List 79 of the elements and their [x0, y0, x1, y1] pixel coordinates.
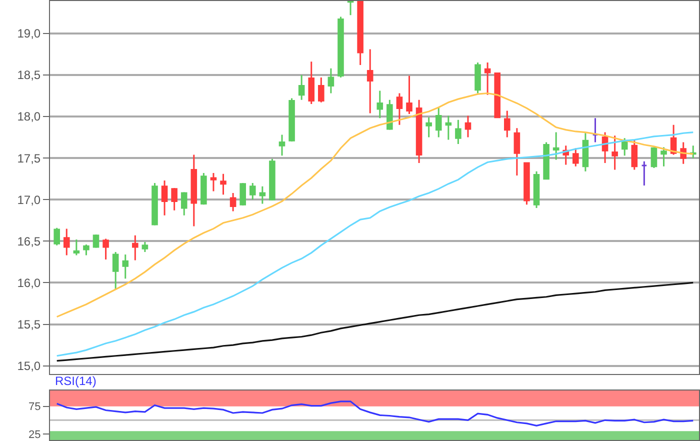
candlestick — [650, 146, 658, 169]
candlestick — [524, 162, 530, 206]
candlestick — [406, 75, 412, 115]
candlestick — [318, 76, 324, 104]
candlestick — [308, 60, 315, 105]
candlestick — [240, 182, 246, 206]
candlestick — [504, 110, 510, 138]
y-tick-label: 25 — [28, 428, 41, 441]
candlestick — [171, 187, 178, 212]
candlestick — [543, 142, 550, 180]
candlestick — [298, 74, 305, 101]
y-tick-label: 17,0 — [17, 192, 41, 207]
candlestick — [347, 1, 354, 16]
candlestick — [582, 132, 589, 172]
candlestick — [73, 238, 80, 256]
candlestick — [278, 134, 286, 156]
candlestick — [142, 241, 148, 253]
y-tick-label: 16,0 — [17, 276, 41, 290]
candlestick — [376, 90, 384, 119]
candlestick — [494, 72, 500, 119]
candlestick — [416, 99, 422, 164]
candlestick — [63, 228, 70, 256]
candlestick — [161, 180, 168, 216]
candlestick — [592, 117, 598, 144]
candlestick — [670, 124, 677, 156]
candlestick — [220, 173, 226, 196]
candlestick — [533, 170, 540, 209]
candlestick — [514, 127, 520, 176]
candlestick — [338, 16, 344, 78]
candlestick — [464, 114, 472, 138]
line-series — [56, 132, 694, 357]
line-series — [56, 400, 694, 426]
candlestick — [328, 68, 334, 94]
chart-title: RSI(14) — [55, 374, 96, 388]
y-tick-label: 15,5 — [17, 317, 41, 332]
candlestick — [357, 1, 364, 66]
candlestick — [552, 132, 560, 160]
line-series — [56, 282, 694, 362]
candlestick — [660, 146, 667, 168]
candlestick — [83, 244, 90, 256]
candlestick — [366, 48, 374, 114]
candlestick — [180, 191, 188, 216]
y-tick-label: 17,5 — [17, 151, 41, 166]
candlestick — [249, 182, 256, 200]
y-tick-label: 18,0 — [17, 110, 41, 124]
candlestick — [190, 154, 198, 227]
candlestick — [641, 160, 648, 186]
candlestick — [92, 234, 100, 249]
y-tick-label: 15,0 — [17, 359, 41, 374]
candlestick — [386, 99, 393, 131]
candlestick — [102, 238, 109, 260]
y-tick-label: 18,5 — [17, 68, 41, 82]
candlestick — [455, 119, 462, 145]
y-tick-label: 16,5 — [17, 234, 41, 248]
candlestick — [602, 132, 608, 164]
candlestick — [259, 186, 266, 205]
candlestick — [426, 116, 432, 138]
candlestick — [54, 227, 60, 246]
candlestick — [484, 62, 491, 96]
y-tick-label: 75 — [28, 401, 41, 414]
candlestick — [269, 158, 276, 202]
candlestick — [230, 192, 236, 212]
candlestick — [631, 139, 638, 170]
candlestick — [112, 251, 119, 290]
candlestick — [210, 172, 217, 192]
candlestick — [200, 172, 207, 206]
candlestick — [572, 147, 579, 168]
candlestick — [474, 62, 481, 94]
candlestick — [122, 254, 129, 280]
candlestick — [435, 106, 442, 138]
candlestick — [612, 134, 618, 170]
candlestick — [288, 97, 295, 142]
line-series — [56, 92, 694, 318]
y-tick-label: 19,0 — [17, 26, 41, 41]
candlestick — [445, 114, 452, 141]
candlestick — [396, 92, 403, 126]
candlestick — [132, 234, 138, 262]
candlestick — [152, 182, 158, 226]
candlestick — [690, 144, 696, 159]
